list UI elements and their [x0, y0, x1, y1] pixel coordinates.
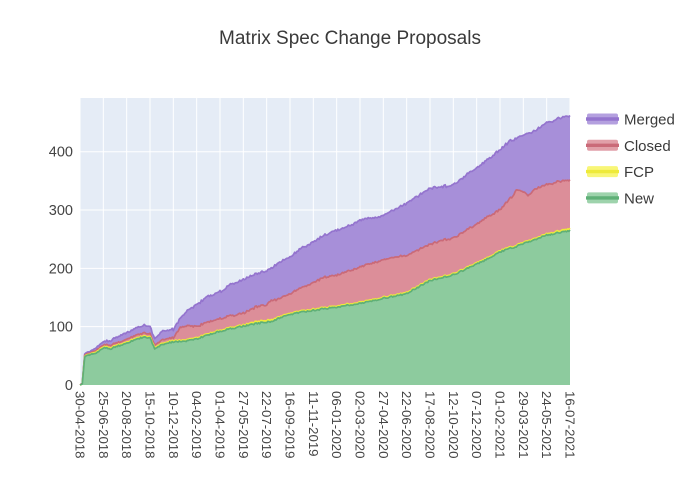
legend-item-fcp[interactable]: FCP [586, 164, 654, 181]
x-tick-label: 24-05-2021 [539, 391, 554, 458]
x-tick-label: 01-02-2021 [493, 391, 508, 458]
area-line-closed [79, 179, 571, 386]
x-axis-tick-labels: 30-04-2018 25-06-2018 20-08-2018 15-10-2018… [73, 391, 578, 458]
area-line-merged [79, 114, 571, 386]
x-tick-label: 22-06-2020 [399, 391, 414, 458]
stacked-areas [79, 114, 571, 386]
y-tick-label: 200 [49, 261, 73, 277]
legend: Merged Closed FCP New [586, 112, 675, 207]
x-tick-label: 27-05-2019 [236, 391, 251, 458]
x-tick-label: 10-12-2018 [166, 391, 181, 458]
area-new [80, 230, 570, 385]
x-tick-label: 25-06-2018 [96, 391, 111, 458]
y-tick-label: 400 [49, 145, 73, 161]
y-tick-label: 0 [65, 378, 73, 394]
x-tick-label: 12-10-2020 [446, 391, 461, 458]
y-tick-label: 300 [49, 203, 73, 219]
y-axis-tick-labels: 0 100 200 300 400 [49, 145, 73, 394]
x-tick-label: 22-07-2019 [259, 391, 274, 458]
x-tick-label: 20-08-2018 [119, 391, 134, 458]
x-tick-label: 29-03-2021 [516, 391, 531, 458]
y-tick-label: 100 [49, 320, 73, 336]
legend-item-label: Closed [624, 138, 671, 155]
x-tick-label: 27-04-2020 [376, 391, 391, 458]
x-tick-label: 16-09-2019 [283, 391, 298, 458]
area-line-new [79, 229, 571, 386]
x-tick-label: 17-08-2020 [423, 391, 438, 458]
x-tick-label: 15-10-2018 [143, 391, 158, 458]
legend-item-label: Merged [624, 112, 675, 129]
x-tick-label: 01-04-2019 [213, 391, 228, 458]
x-tick-label: 11-11-2019 [306, 391, 321, 457]
x-tick-label: 06-01-2020 [329, 391, 344, 458]
legend-item-label: FCP [624, 164, 654, 181]
legend-item-closed[interactable]: Closed [586, 138, 671, 155]
x-tick-label: 04-02-2019 [189, 391, 204, 458]
legend-item-new[interactable]: New [586, 190, 654, 207]
chart-title: Matrix Spec Change Proposals [219, 28, 481, 49]
x-tick-label: 07-12-2020 [469, 391, 484, 458]
legend-item-label: New [624, 190, 654, 207]
x-tick-label: 16-07-2021 [563, 391, 578, 458]
area-line-fcp [79, 227, 571, 386]
legend-item-merged[interactable]: Merged [586, 112, 675, 129]
x-tick-label: 02-03-2020 [353, 391, 368, 458]
x-tick-label: 30-04-2018 [73, 391, 88, 458]
